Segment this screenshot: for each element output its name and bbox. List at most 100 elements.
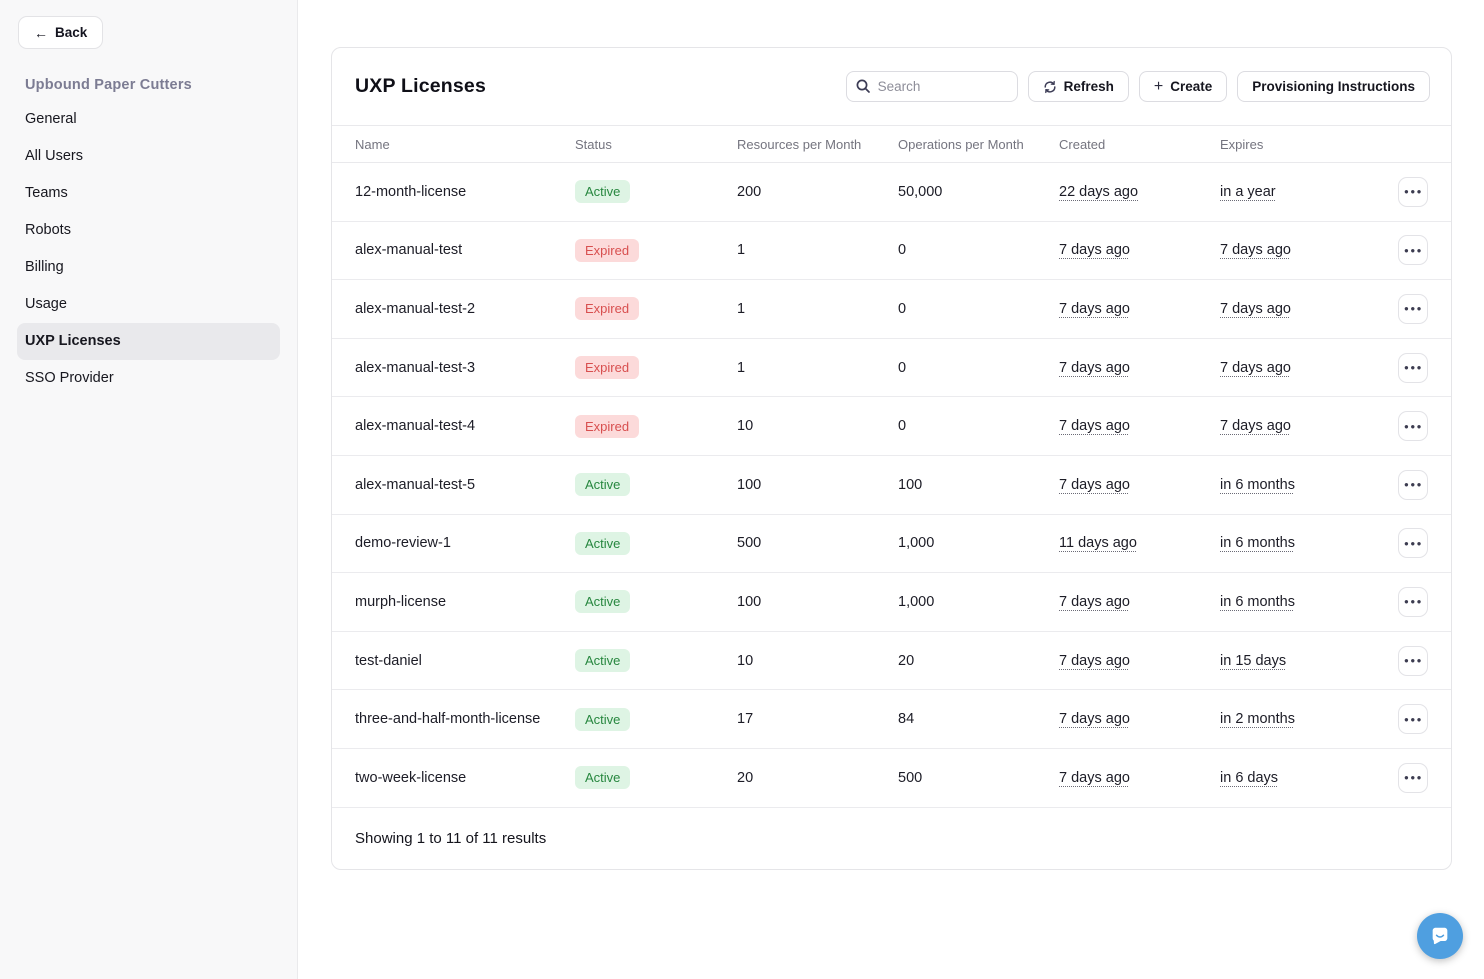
expires-date[interactable]: 7 days ago — [1220, 359, 1291, 376]
ellipsis-icon: ●●● — [1404, 187, 1423, 197]
refresh-button-label: Refresh — [1063, 79, 1114, 94]
sidebar-item-usage[interactable]: Usage — [25, 296, 67, 312]
operations-per-month: 100 — [898, 476, 923, 493]
column-header-expires: Expires — [1220, 136, 1264, 152]
expires-cell: in a year — [1220, 184, 1398, 200]
created-cell: 7 days ago — [1059, 360, 1220, 376]
license-status-cell: Active — [575, 531, 737, 555]
table-footer: Showing 1 to 11 of 11 results — [332, 808, 1451, 869]
created-date[interactable]: 7 days ago — [1059, 711, 1130, 728]
sidebar-item-billing[interactable]: Billing — [25, 259, 64, 275]
resources-per-month: 1 — [737, 242, 746, 259]
resources-per-month: 100 — [737, 476, 762, 493]
expires-date[interactable]: in 6 months — [1220, 476, 1295, 493]
provisioning-instructions-button[interactable]: Provisioning Instructions — [1237, 71, 1430, 102]
sidebar-item-teams[interactable]: Teams — [25, 185, 68, 201]
license-name: murph-license — [355, 593, 447, 610]
expires-date[interactable]: in 6 months — [1220, 593, 1295, 610]
row-menu-button[interactable]: ●●● — [1398, 235, 1428, 266]
expires-cell: in 6 days — [1220, 770, 1398, 786]
expires-date[interactable]: in a year — [1220, 183, 1276, 200]
row-actions-cell: ●●● — [1398, 762, 1430, 793]
row-actions-cell: ●●● — [1398, 704, 1430, 735]
resources-per-month: 10 — [737, 652, 754, 669]
expires-cell: in 6 months — [1220, 594, 1398, 610]
row-actions-cell: ●●● — [1398, 176, 1430, 207]
license-status-cell: Expired — [575, 356, 737, 380]
created-date[interactable]: 11 days ago — [1059, 535, 1137, 552]
row-menu-button[interactable]: ●●● — [1398, 176, 1428, 207]
row-menu-button[interactable]: ●●● — [1398, 586, 1428, 617]
resources-per-month: 500 — [737, 535, 762, 552]
sidebar-item-sso-provider[interactable]: SSO Provider — [25, 370, 114, 386]
ellipsis-icon: ●●● — [1404, 304, 1423, 314]
search-wrap — [845, 71, 1018, 102]
create-button-label: Create — [1170, 79, 1213, 94]
row-menu-button[interactable]: ●●● — [1398, 293, 1428, 324]
table-row: two-week-license Active 20 500 7 days ag… — [332, 749, 1451, 808]
created-date[interactable]: 7 days ago — [1059, 418, 1130, 435]
created-cell: 22 days ago — [1059, 184, 1220, 200]
created-date[interactable]: 7 days ago — [1059, 359, 1130, 376]
back-button[interactable]: ← Back — [18, 16, 104, 49]
row-menu-button[interactable]: ●●● — [1398, 762, 1428, 793]
row-actions-cell: ●●● — [1398, 645, 1430, 676]
table-row: murph-license Active 100 1,000 7 days ag… — [332, 573, 1451, 632]
license-name: alex-manual-test-4 — [355, 418, 476, 435]
ellipsis-icon: ●●● — [1404, 421, 1423, 431]
expires-date[interactable]: 7 days ago — [1220, 300, 1291, 317]
created-date[interactable]: 7 days ago — [1059, 769, 1130, 786]
expires-date[interactable]: 7 days ago — [1220, 418, 1291, 435]
row-menu-button[interactable]: ●●● — [1398, 469, 1428, 500]
expires-cell: in 6 months — [1220, 535, 1398, 551]
expires-cell: in 15 days — [1220, 653, 1398, 669]
refresh-icon — [1044, 80, 1056, 93]
row-menu-button[interactable]: ●●● — [1398, 528, 1428, 559]
ellipsis-icon: ●●● — [1404, 773, 1423, 783]
search-icon — [856, 79, 870, 93]
row-menu-button[interactable]: ●●● — [1398, 645, 1428, 676]
table-row: alex-manual-test-3 Expired 1 0 7 days ag… — [332, 339, 1451, 398]
status-badge: Active — [575, 766, 631, 790]
expires-date[interactable]: in 6 months — [1220, 535, 1295, 552]
column-header-created: Created — [1059, 136, 1106, 152]
status-badge: Active — [575, 707, 631, 731]
expires-date[interactable]: in 15 days — [1220, 652, 1287, 669]
chat-launcher-button[interactable] — [1417, 913, 1463, 959]
refresh-button[interactable]: Refresh — [1027, 71, 1129, 102]
license-status-cell: Expired — [575, 414, 737, 438]
row-actions-cell: ●●● — [1398, 411, 1430, 442]
table-row: alex-manual-test-2 Expired 1 0 7 days ag… — [332, 280, 1451, 339]
plus-icon: + — [1153, 77, 1164, 95]
created-date[interactable]: 7 days ago — [1059, 476, 1130, 493]
status-badge: Expired — [575, 356, 640, 380]
expires-date[interactable]: 7 days ago — [1220, 242, 1291, 259]
created-cell: 7 days ago — [1059, 242, 1220, 258]
created-cell: 7 days ago — [1059, 418, 1220, 434]
expires-date[interactable]: in 2 months — [1220, 711, 1295, 728]
created-date[interactable]: 7 days ago — [1059, 300, 1130, 317]
row-menu-button[interactable]: ●●● — [1398, 411, 1428, 442]
search-input[interactable] — [845, 71, 1018, 102]
created-date[interactable]: 7 days ago — [1059, 242, 1130, 259]
sidebar-item-uxp-licenses[interactable]: UXP Licenses — [17, 323, 280, 360]
create-button[interactable]: + Create — [1138, 71, 1228, 102]
ellipsis-icon: ●●● — [1404, 363, 1423, 373]
operations-per-month: 84 — [898, 711, 915, 728]
row-menu-button[interactable]: ●●● — [1398, 352, 1428, 383]
expires-date[interactable]: in 6 days — [1220, 769, 1279, 786]
sidebar-item-robots[interactable]: Robots — [25, 222, 71, 238]
status-badge: Expired — [575, 414, 640, 438]
ellipsis-icon: ●●● — [1404, 597, 1423, 607]
created-cell: 11 days ago — [1059, 535, 1220, 551]
column-header-name: Name — [355, 136, 390, 152]
sidebar-item-general[interactable]: General — [25, 111, 77, 127]
operations-per-month: 0 — [898, 300, 907, 317]
created-date[interactable]: 7 days ago — [1059, 652, 1130, 669]
created-date[interactable]: 7 days ago — [1059, 593, 1130, 610]
resources-per-month: 20 — [737, 769, 754, 786]
sidebar-item-all-users[interactable]: All Users — [25, 148, 84, 164]
created-date[interactable]: 22 days ago — [1059, 183, 1139, 200]
license-name: two-week-license — [355, 769, 467, 786]
row-menu-button[interactable]: ●●● — [1398, 704, 1428, 735]
